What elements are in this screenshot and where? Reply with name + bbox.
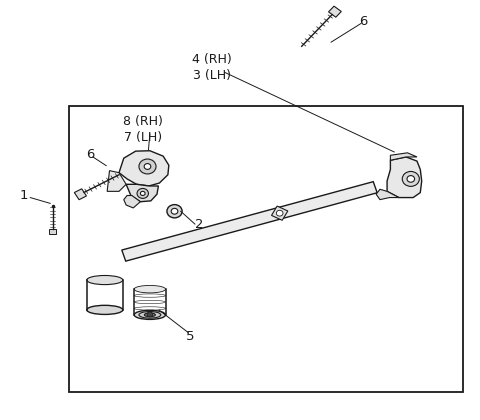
- Polygon shape: [124, 195, 140, 208]
- Circle shape: [144, 163, 151, 169]
- Text: 6: 6: [359, 15, 368, 28]
- Text: 2: 2: [195, 218, 204, 231]
- Circle shape: [147, 312, 153, 317]
- Circle shape: [139, 159, 156, 174]
- Text: 5: 5: [186, 330, 194, 343]
- Polygon shape: [119, 151, 169, 186]
- Polygon shape: [126, 184, 158, 202]
- Text: 1: 1: [20, 189, 28, 202]
- Polygon shape: [49, 228, 56, 234]
- Ellipse shape: [139, 312, 161, 318]
- Polygon shape: [328, 6, 341, 17]
- Polygon shape: [107, 171, 126, 192]
- Circle shape: [167, 205, 182, 218]
- Polygon shape: [122, 182, 377, 261]
- Text: 4 (RH)
3 (LH): 4 (RH) 3 (LH): [192, 52, 231, 81]
- Circle shape: [171, 208, 178, 214]
- Polygon shape: [390, 153, 417, 160]
- Polygon shape: [387, 157, 422, 197]
- Ellipse shape: [87, 276, 123, 285]
- Polygon shape: [272, 206, 288, 220]
- Circle shape: [276, 210, 283, 216]
- Text: 6: 6: [86, 147, 95, 160]
- Ellipse shape: [134, 310, 166, 320]
- Bar: [69, 106, 463, 392]
- Text: 8 (RH)
7 (LH): 8 (RH) 7 (LH): [123, 115, 163, 144]
- Polygon shape: [376, 189, 399, 200]
- Ellipse shape: [87, 305, 123, 315]
- Circle shape: [137, 189, 148, 198]
- Ellipse shape: [144, 313, 156, 317]
- Circle shape: [407, 176, 415, 182]
- Circle shape: [402, 171, 420, 186]
- Ellipse shape: [134, 286, 166, 293]
- Circle shape: [140, 192, 145, 195]
- Polygon shape: [74, 189, 86, 200]
